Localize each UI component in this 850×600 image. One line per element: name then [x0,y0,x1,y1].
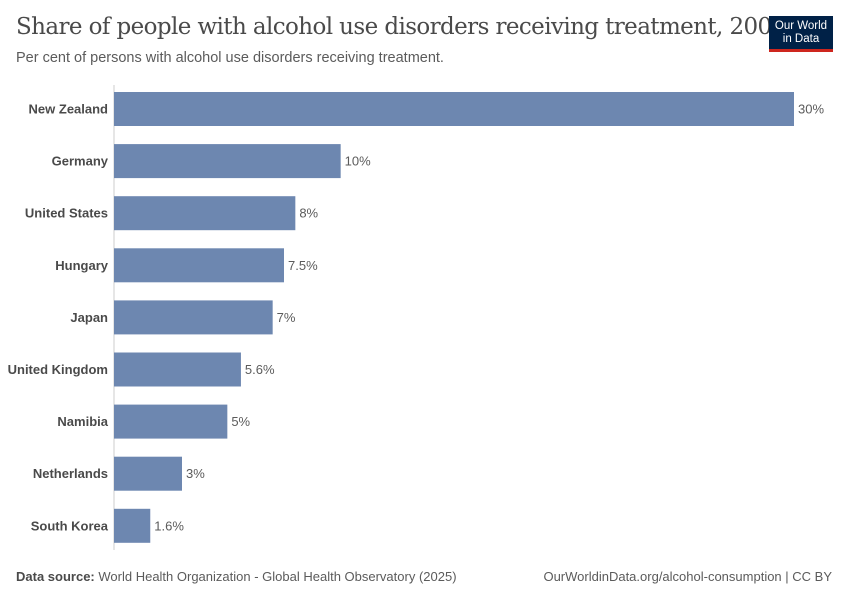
owid-logo[interactable]: Our World in Data [769,16,833,52]
bar[interactable] [114,508,151,543]
value-label: 30% [798,102,824,117]
bar[interactable] [114,300,273,335]
value-label: 3% [186,466,205,481]
value-label: 10% [345,154,371,169]
source-text: World Health Organization - Global Healt… [98,569,457,584]
value-label: 7.5% [288,258,318,273]
value-label: 5% [231,414,250,429]
value-label: 7% [277,310,296,325]
category-label: Japan [70,310,108,325]
bar[interactable] [114,248,284,283]
category-label: Germany [52,154,109,169]
data-source: Data source: World Health Organization -… [16,569,457,584]
value-label: 5.6% [245,362,275,377]
category-label: United States [25,206,108,221]
category-label: Hungary [55,258,109,273]
bar[interactable] [114,456,182,491]
category-label: Netherlands [33,466,108,481]
chart-title: Share of people with alcohol use disorde… [16,14,786,40]
category-label: United Kingdom [8,362,108,377]
bar-chart: New Zealand 30% Germany 10% United States 8% H… [8,85,824,550]
source-label: Data source: [16,569,95,584]
value-label: 1.6% [154,518,184,533]
bar[interactable] [114,404,228,439]
bar[interactable] [114,352,241,387]
category-label: New Zealand [29,102,109,117]
category-label: South Korea [31,518,109,533]
category-label: Namibia [57,414,108,429]
source-url-link[interactable]: OurWorldinData.org/alcohol-consumption |… [543,569,832,584]
value-label: 8% [299,206,318,221]
chart-subtitle: Per cent of persons with alcohol use dis… [16,50,444,66]
bar[interactable] [114,144,341,179]
bar[interactable] [114,196,296,231]
bar[interactable] [114,92,794,126]
